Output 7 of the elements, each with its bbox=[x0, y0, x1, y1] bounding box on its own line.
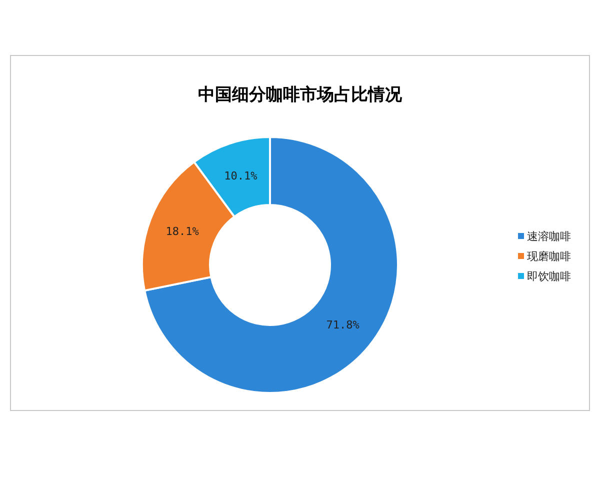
legend-label: 现磨咖啡 bbox=[527, 250, 571, 263]
legend-label: 速溶咖啡 bbox=[527, 230, 571, 243]
legend-label: 即饮咖啡 bbox=[527, 270, 571, 283]
chart-title: 中国细分咖啡市场占比情况 bbox=[198, 85, 403, 105]
data-label: 10.1% bbox=[224, 170, 258, 183]
data-label: 71.8% bbox=[326, 318, 360, 332]
data-label: 18.1% bbox=[166, 225, 200, 238]
